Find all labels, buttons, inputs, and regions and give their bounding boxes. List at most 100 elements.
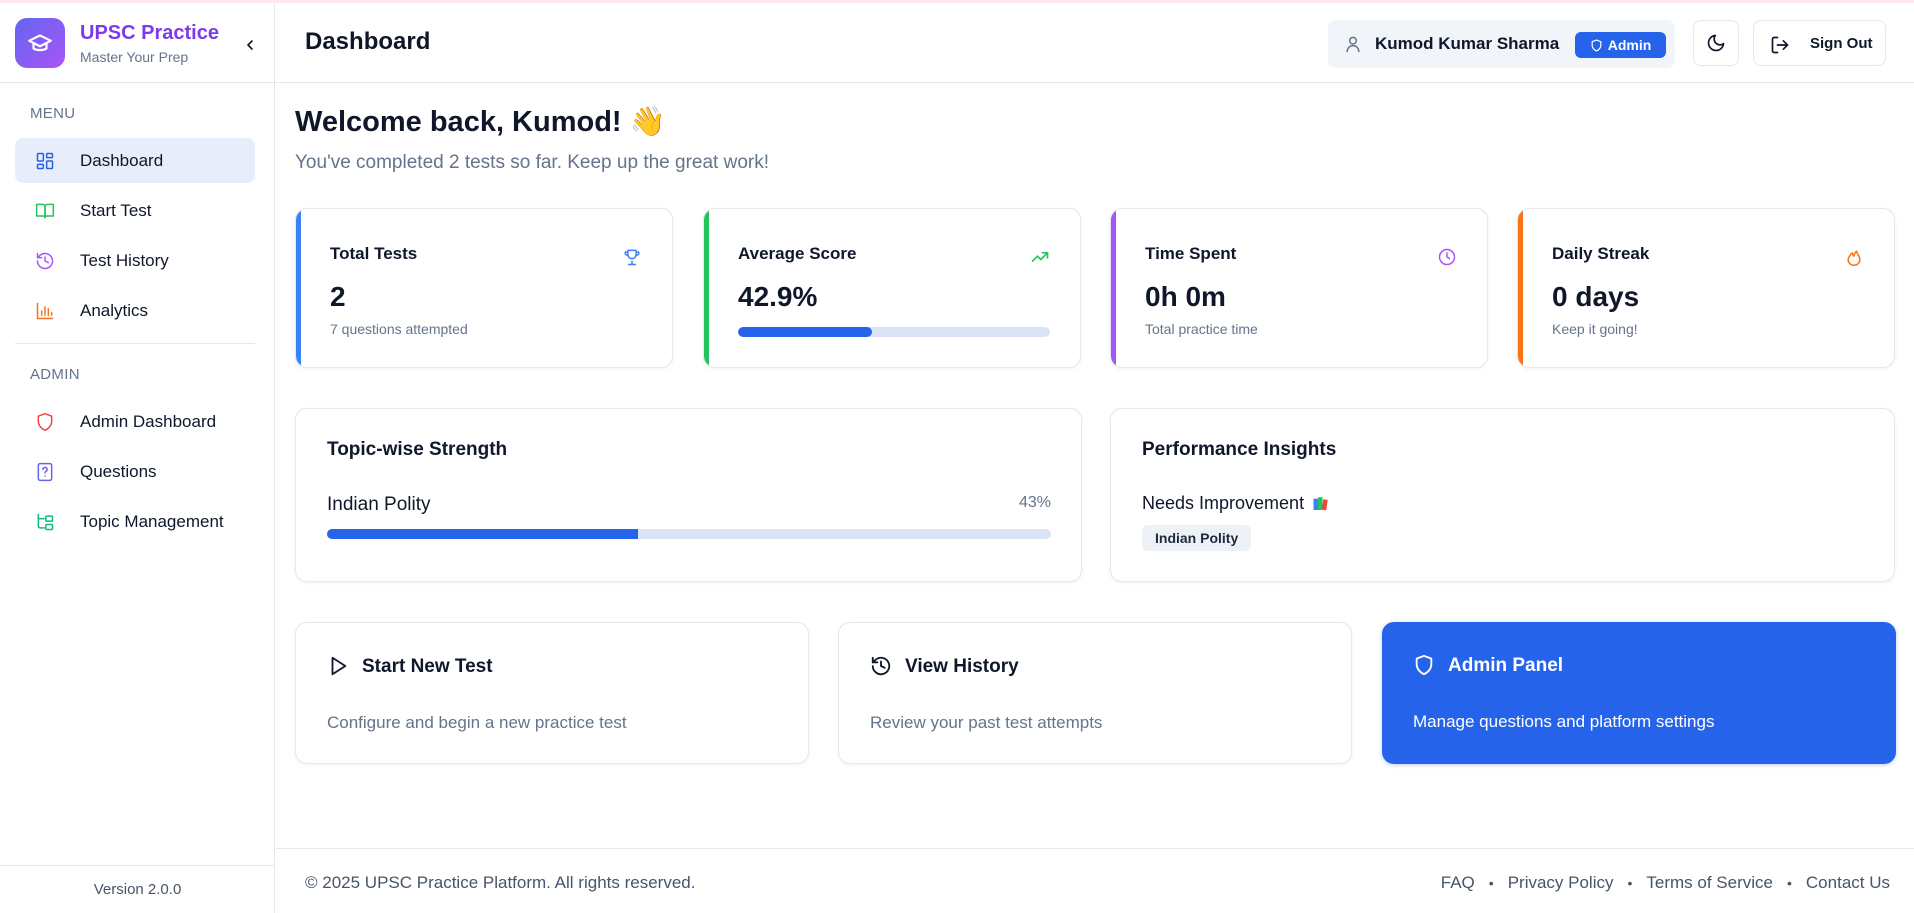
sidebar-item-dashboard[interactable]: Dashboard: [15, 138, 255, 183]
app-version: Version 2.0.0: [0, 865, 275, 913]
sidebar-item-label: Questions: [80, 462, 157, 481]
sidebar-item-label: Topic Management: [80, 512, 224, 531]
sign-out-label: Sign Out: [1810, 35, 1873, 52]
action-title: View History: [905, 656, 1019, 677]
trophy-icon: [624, 249, 640, 266]
user-name: Kumod Kumar Sharma: [1375, 34, 1560, 53]
stat-card-daily-streak: Daily Streak 0 days Keep it going!: [1517, 208, 1895, 368]
sidebar-item-test-history[interactable]: Test History: [15, 238, 255, 283]
role-badge-label: Admin: [1607, 37, 1652, 53]
sidebar-item-questions[interactable]: Questions: [15, 449, 255, 494]
stat-title: Average Score: [738, 244, 857, 263]
sidebar-item-start-test[interactable]: Start Test: [15, 188, 255, 233]
footer-links: FAQ • Privacy Policy • Terms of Service …: [1441, 873, 1890, 893]
chevron-left-icon: [247, 40, 253, 50]
book-open-icon: [35, 203, 55, 219]
average-score-progress: [738, 327, 1050, 337]
needs-improvement-heading: Needs Improvement: [1142, 493, 1330, 514]
topic-progress: [327, 529, 1051, 539]
sign-out-button[interactable]: Sign Out: [1753, 20, 1886, 66]
top-header: Dashboard Kumod Kumar Sharma Admin Sign …: [276, 3, 1914, 83]
weak-topic-tag: Indian Polity: [1142, 525, 1252, 551]
collapse-sidebar-button[interactable]: [240, 35, 260, 55]
sidebar-item-topic-management[interactable]: Topic Management: [15, 499, 255, 544]
card-accent: [1111, 209, 1116, 367]
moon-icon: [1707, 34, 1725, 52]
footer-link-terms[interactable]: Terms of Service: [1646, 873, 1773, 892]
flame-icon: [1847, 250, 1861, 267]
sidebar-item-analytics[interactable]: Analytics: [15, 288, 255, 333]
user-icon: [1346, 36, 1360, 53]
stat-subtext: Total practice time: [1145, 321, 1258, 337]
action-title: Admin Panel: [1448, 655, 1564, 676]
theme-toggle-button[interactable]: [1693, 20, 1739, 66]
needs-improvement-label: Needs Improvement: [1142, 493, 1305, 513]
performance-insights-panel: Performance Insights Needs Improvement I…: [1110, 408, 1895, 582]
brand-divider: [0, 82, 275, 83]
stat-subtext: 7 questions attempted: [330, 321, 468, 337]
app-name: UPSC Practice: [80, 22, 219, 44]
app-tagline: Master Your Prep: [80, 49, 189, 65]
sidebar-item-label: Dashboard: [80, 151, 164, 170]
footer-link-faq[interactable]: FAQ: [1440, 873, 1475, 892]
folder-tree-icon: [37, 513, 54, 531]
stat-card-total-tests: Total Tests 2 7 questions attempted: [295, 208, 673, 368]
view-history-card[interactable]: View History Review your past test attem…: [838, 622, 1352, 764]
stat-value: 0 days: [1552, 281, 1640, 312]
graduation-cap-icon: [15, 18, 65, 68]
stat-card-average-score: Average Score 42.9%: [703, 208, 1081, 368]
start-new-test-card[interactable]: Start New Test Configure and begin a new…: [295, 622, 809, 764]
history-icon: [36, 252, 54, 270]
topic-name: Indian Polity: [327, 494, 431, 515]
history-icon: [871, 656, 891, 676]
sidebar-item-admin-dashboard[interactable]: Admin Dashboard: [15, 399, 255, 444]
shield-icon: [1591, 38, 1602, 52]
stat-title: Daily Streak: [1552, 244, 1650, 263]
action-description: Configure and begin a new practice test: [327, 713, 627, 732]
brand[interactable]: UPSC Practice Master Your Prep: [15, 18, 265, 70]
copyright-text: © 2025 UPSC Practice Platform. All right…: [305, 873, 696, 892]
menu-section-label: MENU: [30, 105, 76, 122]
section-divider: [15, 343, 255, 344]
topic-percent: 43%: [1018, 494, 1051, 511]
card-accent: [1518, 209, 1523, 367]
footer-link-privacy[interactable]: Privacy Policy: [1507, 873, 1614, 892]
sidebar-item-label: Start Test: [80, 201, 152, 220]
play-icon: [331, 656, 347, 676]
admin-section-label: ADMIN: [30, 366, 80, 383]
stat-value: 2: [330, 281, 346, 312]
stat-title: Total Tests: [330, 244, 418, 263]
grid-icon: [36, 152, 54, 170]
sidebar-item-label: Test History: [80, 251, 169, 270]
separator-dot: •: [1787, 875, 1792, 891]
progress-fill: [327, 529, 639, 539]
admin-panel-card[interactable]: Admin Panel Manage questions and platfor…: [1382, 622, 1896, 764]
panel-title: Topic-wise Strength: [327, 439, 508, 460]
role-badge: Admin: [1575, 32, 1666, 58]
separator-dot: •: [1627, 875, 1633, 891]
action-description: Manage questions and platform settings: [1413, 712, 1715, 731]
stat-title: Time Spent: [1145, 244, 1237, 263]
panel-title: Performance Insights: [1142, 439, 1337, 460]
sidebar-item-label: Admin Dashboard: [80, 412, 217, 431]
welcome-heading: Welcome back, Kumod! 👋: [295, 106, 666, 138]
welcome-subtitle: You've completed 2 tests so far. Keep up…: [295, 152, 769, 173]
shield-icon: [37, 412, 53, 432]
page-title: Dashboard: [305, 28, 431, 55]
action-title: Start New Test: [362, 656, 493, 677]
action-description: Review your past test attempts: [870, 713, 1103, 732]
sidebar: UPSC Practice Master Your Prep MENU Dash…: [0, 3, 275, 913]
card-accent: [296, 209, 301, 367]
books-icon: [1313, 496, 1328, 510]
topic-strength-panel: Topic-wise Strength Indian Polity 43%: [295, 408, 1082, 582]
stat-value: 0h 0m: [1145, 281, 1226, 312]
sidebar-item-label: Analytics: [80, 301, 149, 320]
footer-link-contact[interactable]: Contact Us: [1805, 873, 1890, 892]
stat-value: 42.9%: [738, 281, 818, 312]
progress-fill: [738, 327, 872, 337]
stat-subtext: Keep it going!: [1552, 321, 1638, 337]
footer: © 2025 UPSC Practice Platform. All right…: [276, 848, 1914, 913]
stat-card-time-spent: Time Spent 0h 0m Total practice time: [1110, 208, 1488, 368]
card-accent: [704, 209, 709, 367]
file-question-icon: [37, 462, 53, 482]
